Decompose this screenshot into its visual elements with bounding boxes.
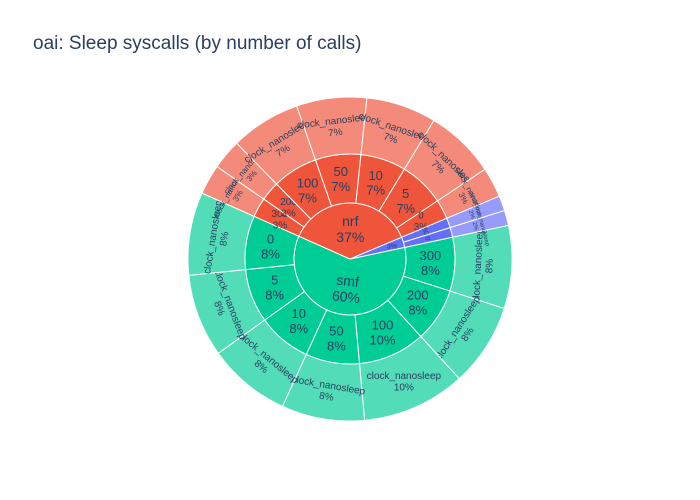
sunburst-leaf-2-0[interactable] — [449, 209, 510, 238]
root-label-2: 3% — [387, 243, 397, 250]
segment-label-smf-200: 200 8% — [407, 288, 429, 318]
segment-label-2-50: 50 — [420, 227, 429, 237]
segment-label-nrf-5: 5 7% — [396, 186, 415, 216]
leaf-label-smf-100: clock_nanosleep 10% — [367, 371, 442, 394]
segment-label-nrf-10: 10 7% — [366, 168, 385, 198]
segment-label-smf-10: 10 8% — [289, 306, 308, 336]
segment-label-smf-50: 50 8% — [327, 323, 346, 353]
segment-label-nrf-200: 200 3% — [280, 197, 297, 220]
segment-label-smf-300: 300 8% — [420, 248, 442, 278]
segment-label-2-0: 0 — [423, 236, 431, 242]
root-label-nrf: nrf 37% — [336, 213, 364, 245]
segment-label-smf-100: 100 10% — [369, 318, 395, 348]
segment-label-nrf-300: 300 3% — [272, 209, 289, 232]
segment-label-nrf-0: 0 3% — [414, 211, 429, 234]
segment-label-nrf-100: 100 7% — [297, 176, 319, 206]
leaf-label-smf-300: clock_nanosleep8% — [471, 228, 497, 304]
segment-label-smf-5: 5 8% — [265, 273, 284, 303]
segment-label-smf-0: 0 8% — [261, 231, 280, 261]
segment-label-nrf-50: 50 7% — [331, 164, 350, 194]
chart-title: oai: Sleep syscalls (by number of calls) — [33, 33, 362, 54]
root-label-smf: smf60% — [331, 271, 362, 306]
